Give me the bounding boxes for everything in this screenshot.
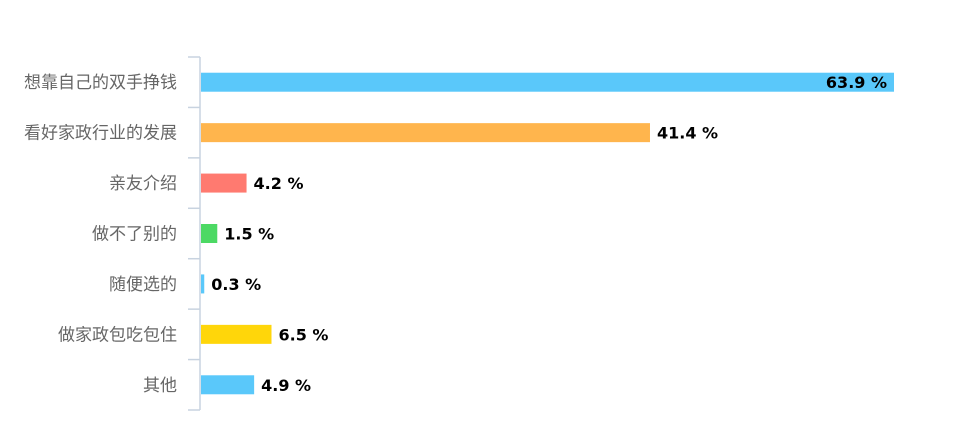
- category-axis: [188, 56, 201, 411]
- category-label-4: 随便选的: [109, 275, 177, 295]
- value-label-6: 4.9 %: [261, 376, 311, 395]
- value-label-4: 0.3 %: [211, 275, 261, 294]
- category-label-5: 做家政包吃包住: [58, 325, 177, 345]
- value-label-3: 1.5 %: [224, 225, 274, 244]
- bar-3: [201, 224, 218, 243]
- value-label-1: 41.4 %: [657, 124, 718, 143]
- category-label-3: 做不了别的: [92, 225, 177, 245]
- value-label-2: 4.2 %: [254, 174, 304, 193]
- bar-2: [201, 173, 247, 193]
- category-label-2: 亲友介绍: [109, 174, 177, 194]
- category-label-6: 其他: [143, 376, 177, 396]
- bar-4: [201, 274, 205, 294]
- category-label-0: 想靠自己的双手挣钱: [24, 73, 177, 93]
- bar-0: [201, 72, 894, 92]
- category-label-1: 看好家政行业的发展: [24, 124, 177, 144]
- value-labels: 63.9 % 41.4 % 4.2 % 1.5 % 0.3 % 6.5 % 4.9 %: [211, 73, 887, 395]
- bars: [201, 72, 894, 395]
- bar-1: [201, 123, 650, 143]
- bar-6: [201, 375, 255, 395]
- value-label-0: 63.9 %: [826, 73, 887, 92]
- bar-5: [201, 324, 272, 344]
- value-label-5: 6.5 %: [278, 325, 328, 344]
